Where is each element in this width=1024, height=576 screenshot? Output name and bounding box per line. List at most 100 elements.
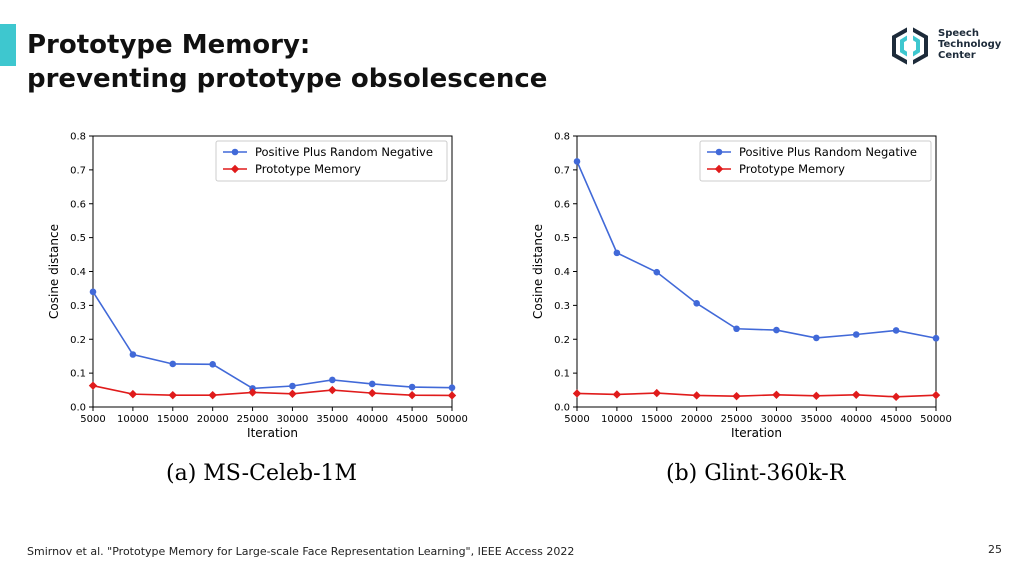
x-tick-label: 45000	[396, 414, 428, 425]
x-tick-label: 20000	[197, 414, 229, 425]
series-line-positive-plus-random-negative	[576, 161, 937, 340]
title-accent-bar	[0, 24, 16, 66]
caption-ms-celeb: (a) MS-Celeb-1M	[166, 461, 358, 486]
x-tick-label: 30000	[761, 414, 793, 425]
data-point	[931, 390, 941, 400]
y-tick-label: 0.0	[70, 403, 86, 414]
y-tick-label: 0.5	[554, 233, 570, 244]
logo-text-line1: Speech	[938, 28, 979, 39]
series-line-prototype-memory	[92, 384, 453, 397]
data-point	[448, 384, 456, 391]
logo-text-line3: Center	[938, 50, 976, 61]
x-tick-label: 35000	[800, 414, 832, 425]
y-tick-label: 0.8	[554, 132, 570, 143]
x-tick-label: 40000	[356, 414, 388, 425]
data-point	[169, 360, 177, 368]
data-point	[813, 334, 820, 342]
legend-label: Prototype Memory	[255, 162, 361, 176]
legend-marker	[715, 148, 723, 156]
y-tick-label: 0.0	[554, 403, 570, 414]
data-point	[288, 389, 297, 398]
x-axis-label: Iteration	[731, 426, 782, 440]
data-point	[733, 325, 740, 333]
legend-marker	[230, 164, 240, 174]
data-point	[612, 390, 622, 399]
slide-title: Prototype Memory: preventing prototype o…	[27, 28, 547, 96]
x-tick-label: 35000	[316, 414, 348, 425]
page-number: 25	[988, 543, 1002, 556]
y-tick-label: 0.1	[554, 369, 570, 380]
y-axis-label: Cosine distance	[47, 224, 61, 319]
data-point	[368, 388, 377, 398]
y-tick-label: 0.2	[70, 335, 86, 346]
data-point	[89, 288, 97, 296]
data-point	[289, 382, 296, 390]
data-point	[852, 331, 860, 338]
x-tick-label: 40000	[840, 414, 872, 425]
hexagon-logo-icon	[892, 26, 928, 66]
chart-glint: 0.0 0.1 0.2 0.3 0.4 0.5 0.6 0.7 0.8 5000 10000 1500…	[531, 132, 952, 441]
x-tick-label: 50000	[436, 414, 468, 425]
data-point	[208, 390, 217, 400]
data-point	[328, 385, 337, 395]
data-point	[407, 390, 417, 400]
legend-label: Positive Plus Random Negative	[739, 145, 917, 159]
x-tick-label: 15000	[641, 414, 673, 425]
data-point	[773, 326, 780, 334]
data-point	[652, 388, 661, 398]
data-point	[447, 391, 457, 400]
x-tick-label: 30000	[277, 414, 309, 425]
y-tick-label: 0.5	[70, 233, 86, 244]
slide-title-line2: preventing prototype obsolescence	[27, 64, 548, 94]
data-point	[812, 391, 821, 401]
legend-box	[215, 140, 448, 182]
data-point	[408, 383, 416, 391]
logo-text-line2: Technology	[938, 39, 1002, 50]
series-line-prototype-memory	[576, 392, 937, 398]
y-tick-label: 0.8	[70, 132, 86, 143]
y-tick-label: 0.2	[554, 335, 570, 346]
legend-box	[699, 140, 932, 182]
data-point	[572, 389, 582, 398]
y-tick-label: 0.6	[70, 199, 86, 210]
legend-marker	[714, 164, 724, 174]
y-tick-label: 0.3	[554, 301, 570, 312]
x-tick-label: 15000	[157, 414, 189, 425]
speech-technology-center-logo: Speech Technology Center	[890, 26, 1001, 66]
caption-glint: (b) Glint-360k-R	[666, 461, 846, 486]
data-point	[129, 351, 137, 358]
y-tick-label: 0.6	[554, 199, 570, 210]
y-tick-label: 0.3	[70, 301, 86, 312]
x-tick-label: 45000	[880, 414, 912, 425]
data-point	[891, 392, 901, 402]
x-tick-label: 25000	[721, 414, 753, 425]
logo-text: Speech Technology Center	[938, 28, 1001, 61]
y-tick-label: 0.4	[554, 267, 570, 278]
data-point	[852, 390, 861, 400]
slide-title-line1: Prototype Memory:	[27, 30, 311, 60]
series-line-positive-plus-random-negative	[92, 291, 453, 390]
data-point	[732, 391, 741, 401]
data-point	[653, 268, 661, 276]
citation-footer: Smirnov et al. "Prototype Memory for Lar…	[27, 545, 575, 558]
data-point	[692, 391, 701, 400]
y-tick-label: 0.1	[70, 369, 86, 380]
legend-label: Prototype Memory	[739, 162, 845, 176]
data-point	[693, 300, 700, 307]
chart-ms-celeb: 0.0 0.1 0.2 0.3 0.4 0.5 0.6 0.7 0.8 5000 10000 1500…	[47, 132, 468, 441]
legend-marker	[231, 148, 239, 156]
data-point	[209, 361, 216, 368]
y-tick-label: 0.7	[70, 165, 86, 176]
data-point	[613, 249, 621, 257]
y-axis-label: Cosine distance	[531, 224, 545, 319]
x-tick-label: 10000	[117, 414, 149, 425]
x-axis-label: Iteration	[247, 426, 298, 440]
x-tick-label: 50000	[920, 414, 952, 425]
data-point	[368, 380, 376, 388]
data-point	[168, 390, 177, 400]
x-tick-label: 25000	[237, 414, 269, 425]
data-point	[573, 158, 581, 165]
data-point	[248, 388, 257, 397]
x-tick-label: 5000	[564, 414, 589, 425]
y-tick-label: 0.7	[554, 165, 570, 176]
